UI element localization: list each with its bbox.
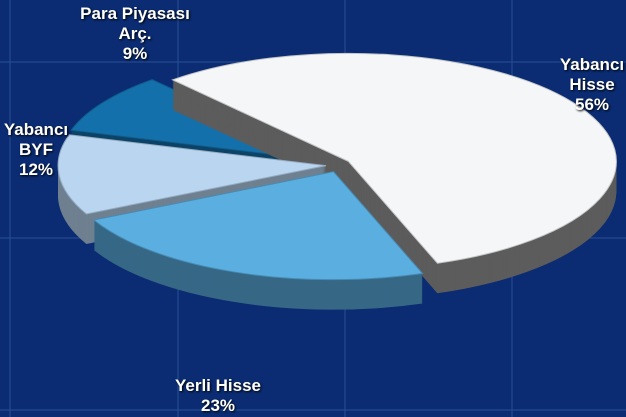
slice-group <box>92 171 424 310</box>
slice <box>92 171 424 281</box>
category-label: Yerli Hisse <box>174 376 261 395</box>
slice <box>171 52 617 264</box>
value-label: 12% <box>18 160 54 179</box>
data-label: Para Piyasası Arç. 9% <box>70 4 200 64</box>
category-label: Yabancı Hisse <box>559 55 625 94</box>
category-label: Yabancı BYF <box>3 120 69 159</box>
pie <box>57 52 617 310</box>
slice <box>57 134 327 215</box>
slice-group <box>171 52 617 294</box>
value-label: 9% <box>122 44 148 63</box>
data-label: Yabancı Hisse 56% <box>557 55 626 115</box>
category-label: Para Piyasası Arç. <box>80 4 190 43</box>
data-label: Yerli Hisse 23% <box>148 376 288 416</box>
value-label: 23% <box>200 396 236 415</box>
value-label: 56% <box>574 95 610 114</box>
data-label: Yabancı BYF 12% <box>1 120 71 180</box>
